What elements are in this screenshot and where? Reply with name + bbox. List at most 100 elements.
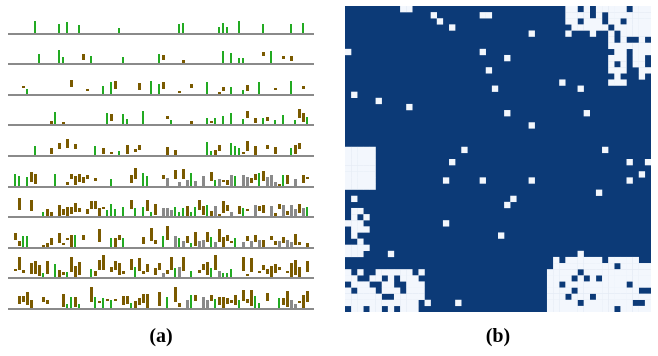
brick-tile <box>58 270 61 277</box>
map-tile <box>589 299 597 307</box>
map-tile <box>345 171 352 178</box>
map-tile <box>595 18 603 25</box>
map-tile <box>357 171 364 178</box>
brick-tile <box>74 203 77 212</box>
pipe-tile <box>238 21 240 33</box>
map-tile <box>363 159 370 166</box>
brick-tile <box>162 82 165 89</box>
pipe-tile <box>174 207 176 216</box>
brick-tile <box>298 109 301 118</box>
map-tile <box>449 24 456 31</box>
brick-tile <box>210 121 213 123</box>
brick-tile <box>126 145 129 154</box>
brick-tile <box>46 261 49 274</box>
map-tile <box>553 305 560 312</box>
map-tile <box>632 305 639 312</box>
brick-tile <box>66 182 69 185</box>
map-tile <box>357 146 364 154</box>
brick-tile <box>274 213 277 216</box>
pipe-tile <box>142 207 144 216</box>
map-tile <box>351 91 358 98</box>
map-tile <box>626 263 633 270</box>
map-tile <box>577 293 584 300</box>
brick-tile <box>202 264 205 270</box>
map-tile <box>345 152 352 160</box>
terrain-tile <box>246 177 249 186</box>
map-tile <box>351 275 358 282</box>
map-tile <box>387 269 395 276</box>
brick-tile <box>294 145 297 154</box>
terrain-tile <box>254 205 257 216</box>
map-tile <box>412 305 419 312</box>
map-tile <box>632 48 639 56</box>
terrain-tile <box>258 240 261 247</box>
pipe-tile <box>134 267 136 277</box>
pipe-tile <box>118 151 120 155</box>
map-tile <box>577 281 584 288</box>
brick-tile <box>78 174 81 182</box>
brick-tile <box>162 55 165 60</box>
map-tile <box>351 232 358 239</box>
brick-tile <box>22 270 25 273</box>
pipe-tile <box>234 176 236 186</box>
brick-tile <box>70 207 73 214</box>
map-tile <box>387 275 395 282</box>
terrain-tile <box>294 209 297 216</box>
brick-tile <box>14 233 17 240</box>
map-tile <box>357 287 364 294</box>
map-tile <box>565 269 572 276</box>
pipe-tile <box>102 298 104 308</box>
map-tile <box>357 207 364 215</box>
terrain-tile <box>290 205 293 216</box>
pipe-tile <box>66 22 68 33</box>
map-tile <box>345 299 352 307</box>
map-tile <box>632 6 639 13</box>
terrain-tile <box>270 206 273 216</box>
brick-tile <box>38 265 41 276</box>
map-tile <box>614 18 621 25</box>
map-tile <box>638 305 646 312</box>
pipe-tile <box>130 303 132 308</box>
map-tile <box>504 110 511 117</box>
map-tile <box>608 12 615 19</box>
map-tile <box>369 146 376 154</box>
brick-tile <box>166 270 169 274</box>
map-tile <box>583 305 590 312</box>
map-tile <box>638 24 646 31</box>
level-strips-panel <box>8 6 314 312</box>
pipe-tile <box>110 300 112 308</box>
map-tile <box>546 305 554 312</box>
map-tile <box>583 287 590 294</box>
panel-b-caption: (b) <box>485 325 511 347</box>
brick-tile <box>182 60 185 63</box>
map-tile <box>626 24 633 31</box>
map-tile <box>589 287 597 294</box>
brick-tile <box>70 257 73 272</box>
brick-tile <box>138 298 141 305</box>
map-tile <box>620 24 627 31</box>
map-tile <box>626 269 633 276</box>
map-tile <box>577 12 584 19</box>
map-tile <box>351 146 358 154</box>
map-tile <box>375 293 382 300</box>
pipe-tile <box>38 54 40 63</box>
map-tile <box>565 6 572 13</box>
terrain-tile <box>266 177 269 186</box>
map-tile <box>620 256 627 264</box>
map-tile <box>363 214 370 221</box>
brick-tile <box>70 235 73 247</box>
map-tile <box>608 79 615 86</box>
map-tile <box>363 183 370 190</box>
brick-tile <box>58 143 61 149</box>
terrain-tile <box>290 300 293 308</box>
map-tile <box>632 30 639 37</box>
map-tile <box>614 293 621 300</box>
map-tile <box>620 263 627 270</box>
map-tile <box>559 79 566 86</box>
map-tile <box>498 232 505 239</box>
map-tile <box>345 287 352 294</box>
map-tile <box>400 269 407 276</box>
map-tile <box>345 159 352 166</box>
map-tile <box>614 42 621 50</box>
map-tile <box>614 275 621 282</box>
